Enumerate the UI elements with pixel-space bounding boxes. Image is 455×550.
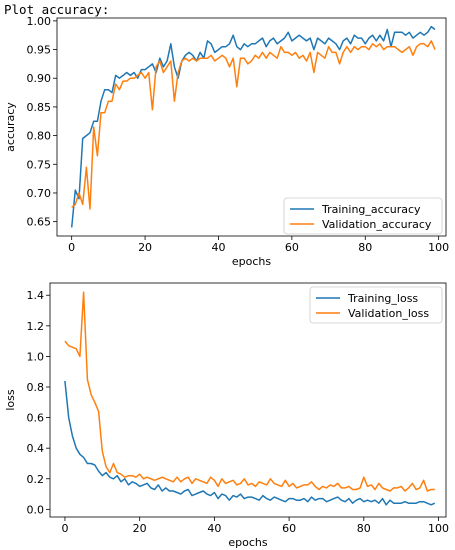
loss-x-tick-label: 100	[428, 522, 449, 535]
loss-x-tick-label: 0	[61, 522, 68, 535]
loss-x-tick-label: 80	[357, 522, 371, 535]
accuracy-y-tick-label: 0.85	[27, 101, 52, 114]
loss-y-axis-label: loss	[4, 389, 17, 411]
accuracy-y-axis-label: accuracy	[4, 102, 17, 152]
loss-y-tick-label: 0.2	[27, 473, 45, 486]
accuracy-y-tick-label: 0.95	[27, 44, 52, 57]
accuracy-y-tick-label: 0.90	[27, 72, 52, 85]
loss-y-tick-label: 1.4	[27, 289, 45, 302]
loss-x-tick-label: 20	[133, 522, 147, 535]
loss-series-line-training	[64, 380, 436, 506]
accuracy-y-tick-label: 0.80	[27, 130, 52, 143]
accuracy-legend-box	[283, 197, 443, 235]
loss-y-tick-label: 1.2	[27, 320, 45, 333]
loss-y-tick-label: 0.8	[27, 381, 45, 394]
loss-y-tick-label: 0.0	[27, 503, 45, 516]
loss-y-tick-label: 1.0	[27, 350, 45, 363]
accuracy-y-tick-label: 0.65	[27, 216, 52, 229]
accuracy-legend-label: Training_accuracy	[321, 203, 421, 216]
accuracy-x-tick-label: 80	[358, 241, 372, 254]
loss-legend-box	[309, 286, 443, 324]
accuracy-x-tick-label: 0	[68, 241, 75, 254]
cell-output-label: Plot accuracy:	[4, 2, 110, 17]
accuracy-x-tick-label: 40	[211, 241, 225, 254]
loss-series-line-validation	[64, 291, 435, 492]
loss-y-tick-label: 0.6	[27, 412, 45, 425]
accuracy-y-tick-label: 0.75	[27, 158, 52, 171]
loss-y-tick-label: 0.4	[27, 442, 45, 455]
loss-x-tick-label: 60	[282, 522, 296, 535]
loss-axes-frame	[49, 282, 447, 518]
accuracy-legend-label: Validation_accuracy	[322, 218, 432, 231]
accuracy-x-tick-label: 60	[285, 241, 299, 254]
loss-x-axis-label: epochs	[228, 536, 267, 549]
accuracy-y-tick-label: 0.70	[27, 187, 52, 200]
accuracy-y-tick-label: 1.00	[27, 15, 52, 28]
accuracy-axes-frame	[56, 17, 447, 237]
loss-x-tick-label: 40	[207, 522, 221, 535]
loss-legend-label: Training_loss	[347, 292, 418, 305]
accuracy-x-axis-label: epochs	[232, 255, 271, 268]
accuracy-series-line-training	[70, 25, 436, 228]
accuracy-x-tick-label: 20	[138, 241, 152, 254]
loss-legend-label: Validation_loss	[348, 307, 429, 320]
accuracy-x-tick-label: 100	[428, 241, 449, 254]
accuracy-series-line-validation	[71, 40, 436, 210]
